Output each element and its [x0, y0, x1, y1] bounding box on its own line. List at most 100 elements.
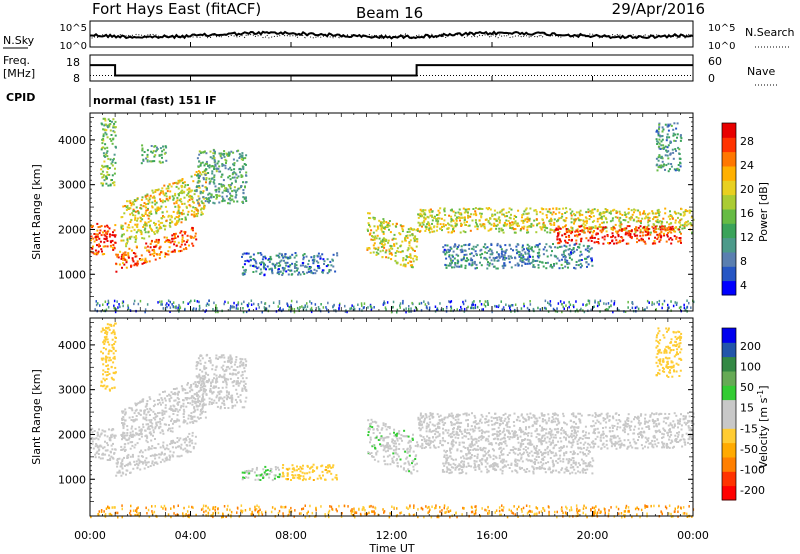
power-cell: [674, 301, 676, 304]
power-cell: [252, 258, 255, 260]
power-cell: [450, 220, 453, 223]
power-cell: [612, 209, 614, 212]
velocity-cell: [180, 443, 183, 446]
power-cell: [618, 210, 621, 213]
power-cell: [198, 197, 201, 200]
power-cell: [423, 212, 426, 215]
power-cell: [237, 301, 240, 304]
power-cell: [493, 218, 496, 221]
power-cell: [660, 222, 663, 225]
power-cell: [652, 242, 655, 245]
power-cell: [594, 225, 597, 228]
power-cell: [137, 212, 140, 215]
power-cell: [319, 257, 322, 260]
velocity-cell: [102, 347, 105, 349]
power-cell: [589, 210, 592, 213]
power-cell: [143, 259, 146, 262]
power-y-axis-label: Slant Range [km]: [30, 164, 43, 260]
power-cell: [577, 259, 580, 262]
velocity-cell: [106, 327, 109, 330]
power-cell: [495, 219, 498, 222]
velocity-cell: [163, 460, 166, 463]
velocity-cell: [211, 391, 214, 394]
power-cell: [166, 190, 169, 193]
velocity-cell: [220, 366, 223, 369]
power-cell: [170, 214, 173, 217]
power-cell: [658, 123, 661, 126]
velocity-cell: [111, 433, 114, 436]
power-cell: [177, 208, 180, 211]
power-cell: [579, 209, 582, 212]
power-cell: [521, 226, 524, 229]
velocity-cell: [135, 432, 138, 435]
velocity-cell: [210, 398, 213, 401]
power-cell: [272, 301, 275, 304]
velocity-cell: [125, 438, 128, 441]
power-cell: [617, 241, 620, 244]
power-colorbar-tick-label: 16: [740, 207, 754, 220]
power-cell: [271, 262, 274, 265]
power-cell: [181, 192, 183, 195]
power-cell: [209, 180, 212, 183]
power-cell: [202, 202, 205, 205]
power-cell: [534, 245, 537, 248]
power-cell: [661, 130, 664, 133]
power-cell: [503, 264, 506, 267]
velocity-cell: [110, 444, 113, 447]
power-cell: [519, 229, 522, 232]
velocity-cell: [97, 438, 100, 441]
power-cell: [213, 152, 216, 155]
power-cell: [159, 225, 162, 228]
power-cell: [627, 300, 629, 304]
velocity-cell: [149, 421, 152, 424]
power-cell: [452, 219, 454, 222]
power-cell: [591, 220, 594, 223]
power-cell: [369, 217, 372, 220]
velocity-cell: [232, 405, 234, 408]
power-cell: [179, 179, 182, 182]
power-cell: [293, 308, 296, 311]
power-cell: [672, 157, 675, 160]
power-cell: [402, 225, 405, 228]
power-cell: [182, 301, 185, 304]
power-cell: [372, 251, 375, 254]
velocity-cell: [199, 413, 202, 416]
power-cell: [653, 231, 656, 234]
power-cell: [105, 308, 108, 311]
power-cell: [228, 175, 231, 177]
power-cell: [203, 205, 206, 208]
power-cell: [564, 258, 567, 261]
velocity-cell: [175, 446, 177, 449]
power-cell: [502, 208, 505, 211]
power-cell: [493, 222, 496, 225]
velocity-cell: [188, 438, 191, 441]
power-cell: [144, 227, 147, 230]
power-cell: [178, 199, 181, 202]
velocity-cell: [192, 447, 195, 450]
velocity-cell: [112, 348, 115, 351]
power-cell: [476, 228, 479, 231]
power-cell: [574, 218, 577, 221]
power-cell: [598, 303, 600, 306]
power-cell: [158, 223, 161, 226]
power-cell: [122, 256, 125, 258]
power-cell: [206, 200, 209, 203]
power-cell: [393, 244, 396, 247]
power-cell: [140, 198, 143, 201]
power-cell: [421, 225, 423, 228]
power-cell: [445, 249, 447, 252]
power-cell: [670, 242, 673, 245]
power-cell: [287, 265, 290, 268]
power-cell: [658, 147, 661, 150]
power-cell: [131, 212, 134, 215]
power-cell: [142, 205, 145, 208]
velocity-cell: [171, 430, 174, 433]
power-cell: [261, 258, 264, 261]
velocity-cell: [215, 357, 218, 360]
power-cell: [669, 153, 672, 156]
power-cell: [470, 252, 473, 255]
power-cell: [236, 189, 239, 192]
power-cell: [352, 308, 355, 311]
power-cell: [637, 307, 640, 311]
power-cell: [587, 255, 590, 258]
